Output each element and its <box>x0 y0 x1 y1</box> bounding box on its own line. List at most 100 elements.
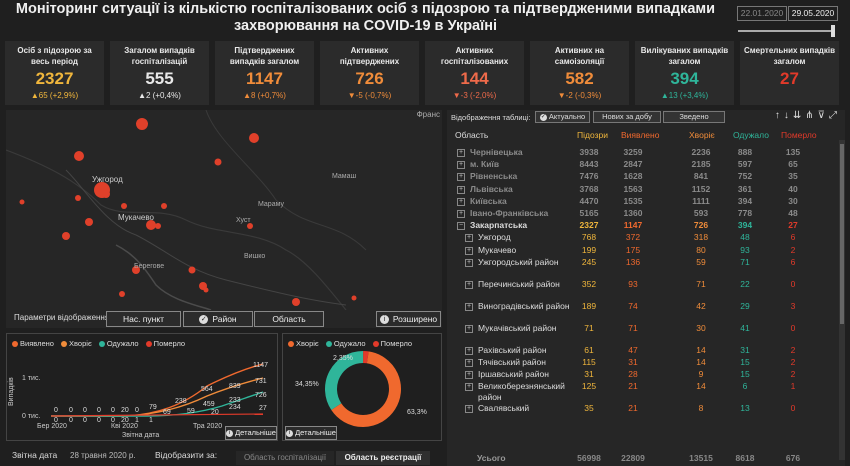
row-cell: 71 <box>628 322 638 333</box>
table-row[interactable]: − Закарпатська 2327 1147 726 394 27 <box>447 220 837 232</box>
row-name: Чернівецька <box>470 147 523 157</box>
col-header[interactable]: Підозри <box>577 130 608 140</box>
details-button[interactable]: i Детальніше <box>225 426 277 440</box>
map-bubble[interactable] <box>75 195 81 201</box>
district-button[interactable]: ✓ Район <box>183 311 253 327</box>
map-bubble[interactable] <box>203 287 209 293</box>
map-bubble[interactable] <box>19 199 25 205</box>
col-header[interactable]: Померло <box>781 130 817 140</box>
table-scrollbar-thumb[interactable] <box>840 144 844 324</box>
district-label: Район <box>212 314 237 324</box>
expand-toggle-icon[interactable]: + <box>465 302 473 311</box>
col-header[interactable]: Виявлено <box>621 130 660 140</box>
table-row[interactable]: + м. Київ 8443 2847 2185 597 65 <box>447 159 837 171</box>
row-cell: 752 <box>737 171 753 182</box>
expand-toggle-icon[interactable]: − <box>457 222 465 231</box>
expand-toggle-icon[interactable]: + <box>465 371 473 380</box>
settlement-button[interactable]: Нас. пункт <box>106 311 181 327</box>
new-per-day-button[interactable]: Нових за добу <box>593 111 661 123</box>
summary-button[interactable]: Зведено <box>663 111 725 123</box>
table-row[interactable]: + Мукачівський район 71 71 30 41 0 <box>447 323 837 345</box>
table-row[interactable]: + Мукачево 199 175 80 93 2 <box>447 245 837 257</box>
map-bubble[interactable] <box>155 223 161 229</box>
x-axis-label: Звітна дата <box>122 431 159 439</box>
date-slider[interactable] <box>738 30 834 32</box>
table-row[interactable]: + Рахівський район 61 47 14 31 2 <box>447 345 837 357</box>
map-bubble[interactable] <box>351 295 357 301</box>
table-row[interactable]: + Чернівецька 3938 3259 2236 888 135 <box>447 147 837 159</box>
map-bubble[interactable] <box>188 266 196 274</box>
kpi-change: ▼-3 (-2,0%) <box>452 91 497 100</box>
col-header[interactable]: Область <box>455 130 489 140</box>
table-row[interactable]: + Іршавський район 31 28 9 15 2 <box>447 369 837 381</box>
table-row[interactable]: + Рівненська 7476 1628 841 752 35 <box>447 171 837 183</box>
expand-toggle-icon[interactable]: + <box>457 197 465 206</box>
registration-region-option[interactable]: Область реєстрації <box>336 451 430 465</box>
expand-toggle-icon[interactable]: + <box>465 258 473 267</box>
map-bubble[interactable] <box>85 218 93 226</box>
expand-toggle-icon[interactable]: + <box>457 161 465 170</box>
region-button[interactable]: Область <box>254 311 324 327</box>
row-cell: 2 <box>790 369 796 380</box>
date-from[interactable]: 22.01.2020 <box>737 6 787 21</box>
expand-toggle-icon[interactable]: + <box>465 383 473 392</box>
map[interactable]: Ужгород Мукачево Берегове Хуст Мараму Ви… <box>6 110 442 328</box>
expand-toggle-icon[interactable]: + <box>457 173 465 182</box>
arrow-up-icon[interactable]: ↑ <box>774 110 784 121</box>
details-button[interactable]: i Детальніше <box>285 426 337 440</box>
expand-toggle-icon[interactable]: + <box>465 324 473 333</box>
filter-icon[interactable]: ⊽ <box>817 110 829 121</box>
extended-button[interactable]: i Розширено <box>376 311 441 327</box>
expand-toggle-icon[interactable]: + <box>457 210 465 218</box>
expand-toggle-icon[interactable]: + <box>465 346 473 355</box>
map-bubble[interactable] <box>74 151 84 161</box>
map-bubble[interactable] <box>119 291 125 297</box>
drill-down-icon[interactable]: ⇊ <box>792 110 806 121</box>
donut-slice[interactable] <box>325 351 364 410</box>
expand-toggle-icon[interactable]: + <box>465 234 473 243</box>
actual-button[interactable]: ✓ Актуально <box>535 111 590 123</box>
row-cell: 136 <box>625 256 641 267</box>
expand-toggle-icon[interactable]: + <box>457 149 465 157</box>
table-row[interactable]: + Львівська 3768 1563 1152 361 40 <box>447 184 837 196</box>
date-to[interactable]: 29.05.2020 <box>788 6 838 21</box>
map-bubble[interactable] <box>247 223 253 229</box>
map-bubble[interactable] <box>146 220 156 230</box>
kpi-change: ▲2 (+0,4%) <box>138 91 181 100</box>
map-bubble[interactable] <box>102 190 110 198</box>
col-header[interactable]: Одужало <box>733 130 769 140</box>
date-slider-handle[interactable] <box>831 25 835 37</box>
row-cell: 59 <box>696 256 706 267</box>
map-bubble[interactable] <box>62 232 70 240</box>
table-row[interactable]: + Ужгородський район 245 136 59 71 6 <box>447 257 837 279</box>
expand-toggle-icon[interactable]: + <box>457 185 465 194</box>
expand-toggle-icon[interactable]: + <box>465 280 473 289</box>
expand-toggle-icon[interactable]: + <box>465 359 473 367</box>
map-bubble[interactable] <box>121 203 127 209</box>
table-row[interactable]: + Свалявський 35 21 8 13 0 <box>447 403 837 415</box>
hospitalization-region-option[interactable]: Область госпіталізації <box>236 451 334 465</box>
table-row[interactable]: + Івано-Франківська 5165 1360 593 778 48 <box>447 208 837 220</box>
table-row[interactable]: + Київська 4470 1535 1111 394 30 <box>447 196 837 208</box>
expand-all-icon[interactable]: ⋔ <box>805 110 818 121</box>
focus-mode-icon[interactable]: ⤢ <box>829 110 841 121</box>
map-bubble[interactable] <box>249 133 259 143</box>
map-bubble[interactable] <box>161 203 167 209</box>
map-bubble[interactable] <box>292 298 300 306</box>
map-bubble[interactable] <box>214 158 222 166</box>
row-cell: 3938 <box>579 147 599 157</box>
table-row[interactable]: + Перечинський район 352 93 71 22 0 <box>447 279 837 301</box>
table-row[interactable]: + Великоберезнянський район 125 21 14 6 1 <box>447 381 837 403</box>
map-bubble[interactable] <box>132 266 140 274</box>
map-bubble[interactable] <box>136 118 148 130</box>
expand-toggle-icon[interactable]: + <box>465 405 473 414</box>
table-row[interactable]: + Виноградівський район 189 74 42 29 3 <box>447 301 837 323</box>
arrow-down-icon[interactable]: ↓ <box>783 110 793 121</box>
table-row[interactable]: + Тячівський район 115 31 14 15 2 <box>447 357 837 369</box>
row-cell: 9 <box>698 369 704 380</box>
table-row[interactable]: + Ужгород 768 372 318 48 6 <box>447 232 837 244</box>
col-header[interactable]: Хворіє <box>689 130 715 140</box>
donut-slice[interactable] <box>331 351 401 427</box>
expand-toggle-icon[interactable]: + <box>465 246 473 255</box>
